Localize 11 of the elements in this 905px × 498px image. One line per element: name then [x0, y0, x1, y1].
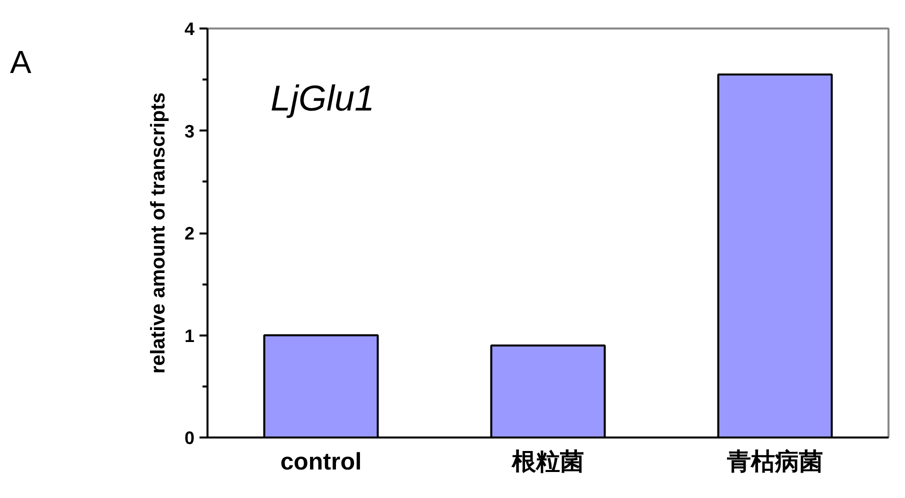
x-tick-label: control: [280, 448, 362, 476]
x-tick-label: 根粒菌: [511, 448, 584, 476]
y-tick-label: 4: [184, 19, 195, 39]
text: A: [10, 43, 32, 82]
y-tick-label: 1: [184, 326, 195, 346]
y-tick-label: 3: [184, 121, 195, 142]
y-tick-label: 2: [184, 224, 195, 244]
y-axis-title: relative amount of transcripts: [147, 92, 170, 374]
annotation: LjGlu1: [270, 78, 375, 118]
x-tick-label: 青枯病菌: [726, 448, 823, 476]
y-tick-label: 0: [184, 428, 195, 448]
